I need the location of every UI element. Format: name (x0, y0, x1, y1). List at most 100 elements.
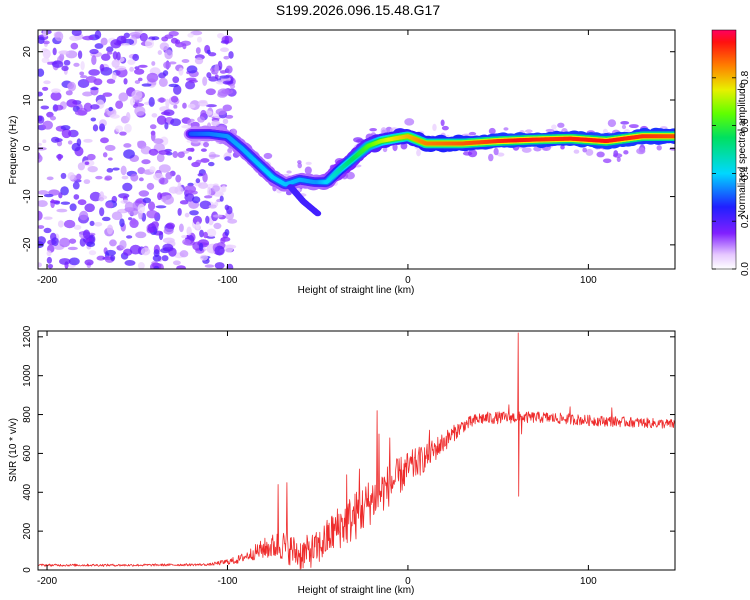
spectrogram-halo-cell (545, 128, 555, 133)
spectrogram-halo-cell (525, 129, 533, 133)
spectrogram-y-ticks: -20 -10 0 10 20 (22, 46, 675, 252)
x-tick-label: 100 (580, 275, 597, 286)
spectrogram-noise-cell (199, 254, 209, 261)
spectrogram-noise-cell (141, 159, 151, 165)
spectrogram-noise-cell (225, 114, 234, 119)
spectrogram-noise-cell (52, 47, 57, 56)
spectrogram-noise-cell (131, 89, 143, 100)
spectrogram-noise-cell (153, 265, 160, 269)
spectrogram-noise-cell (86, 241, 96, 248)
spectrogram-noise-cell (149, 81, 157, 86)
x-tick-label: 0 (405, 576, 411, 587)
spectrogram-noise-cell (189, 210, 199, 216)
spectrogram-noise-cell (38, 190, 49, 195)
spectrogram-noise-cell (100, 137, 109, 144)
spectrogram-noise-cell (172, 150, 178, 158)
colorbar-tick-label: 0.0 (740, 262, 750, 276)
spectrogram-noise-cell (134, 68, 145, 75)
y-tick-label: 20 (22, 46, 33, 58)
spectrogram-noise-cell (151, 113, 158, 118)
spectrogram-halo-cell (467, 149, 478, 158)
spectrogram-noise-cell (199, 229, 204, 238)
spectrogram-noise-cell (87, 165, 98, 173)
spectrogram-noise-cell (214, 262, 225, 269)
spectrogram-noise-cell (203, 141, 210, 148)
spectrogram-noise-cell (66, 99, 78, 108)
spectrogram-noise-cell (89, 220, 95, 227)
x-tick-label: -200 (37, 576, 57, 587)
spectrogram-noise-cell (207, 186, 212, 197)
spectrogram-noise-cell (155, 205, 167, 209)
snr-y-label: SNR (10 * v/v) (8, 418, 19, 482)
spectrogram-noise-cell (179, 250, 189, 258)
spectrogram-noise-cell (79, 71, 85, 76)
x-tick-label: 100 (580, 576, 597, 587)
spectrogram-noise-cell (200, 158, 210, 163)
spectrogram-noise-cell (106, 168, 114, 173)
spectrogram-noise-cell (197, 173, 204, 177)
spectrogram-noise-cell (129, 66, 135, 72)
spectrogram-noise-cell (163, 61, 171, 69)
spectrogram-noise-cell (195, 47, 201, 54)
spectrogram-noise-cell (138, 190, 150, 197)
spectrogram-noise-cell (111, 72, 117, 81)
spectrogram-noise-cell (146, 182, 155, 190)
spectrogram-halo-cell (496, 152, 505, 157)
spectrogram-noise-cell (220, 40, 230, 44)
spectrogram-noise-cell (83, 179, 91, 185)
spectrogram-noise-cell (206, 72, 212, 79)
spectrogram-halo-cell (416, 149, 421, 157)
spectrogram-noise-cell (83, 102, 93, 112)
spectrogram-noise-cell (199, 200, 212, 210)
spectrogram-noise-cell (162, 243, 174, 252)
spectrogram-noise-cell (38, 154, 43, 163)
spectrogram-noise-cell (170, 95, 179, 103)
spectrogram-noise-cell (184, 185, 197, 194)
colorbar-ticks: 0.0 0.2 0.4 0.6 0.8 (712, 70, 750, 276)
spectrogram-noise-cell (157, 192, 162, 201)
spectrogram-halo-cell (441, 125, 449, 131)
spectrogram-noise-cell (54, 138, 63, 142)
spectrogram-halo-cell (557, 122, 565, 128)
spectrogram-noise-cell (88, 69, 100, 76)
spectrogram-noise-cell (137, 262, 145, 269)
spectrogram-halo-cell (304, 166, 312, 175)
spectrogram-noise-cell (108, 106, 114, 112)
spectrogram-noise-cell (205, 104, 217, 108)
spectrogram-noise-cell (137, 203, 146, 214)
spectrogram-noise-cell (158, 177, 169, 185)
spectrogram-noise-cell (61, 65, 69, 72)
x-tick-label: -100 (217, 576, 237, 587)
spectrogram-noise-cell (43, 216, 53, 220)
spectrogram-noise-cell (90, 104, 100, 110)
spectrogram-noise-cell (99, 123, 106, 132)
spectrogram-noise-cell (156, 115, 167, 125)
spectrogram-noise-cell (46, 176, 54, 181)
spectrogram-noise-cell (179, 200, 189, 205)
spectrogram-noise-cell (220, 237, 226, 244)
spectrogram-ridge-cell (672, 134, 675, 139)
spectrogram-noise-cell (91, 55, 97, 66)
spectrogram-noise-cell (112, 51, 118, 60)
spectrogram-noise-cell (38, 68, 45, 77)
spectrogram-halo-cell (551, 124, 557, 130)
y-tick-label: 1000 (22, 364, 33, 387)
spectrogram-marks (38, 30, 675, 269)
spectrogram-noise-cell (181, 59, 190, 64)
spectrogram-noise-cell (42, 86, 49, 91)
spectrogram-noise-cell (172, 76, 180, 84)
spectrogram-y-label: Frequency (Hz) (8, 116, 19, 185)
spectrogram-noise-cell (213, 222, 222, 230)
spectrogram-noise-cell (184, 212, 190, 218)
spectrogram-noise-cell (123, 78, 128, 85)
spectrogram-noise-cell (67, 140, 73, 145)
spectrogram-halo-cell (621, 124, 627, 130)
spectrogram-noise-cell (156, 153, 165, 163)
spectrogram-noise-cell (137, 140, 143, 147)
spectrogram-noise-cell (170, 118, 182, 127)
spectrogram-noise-cell (130, 217, 137, 225)
spectrogram-noise-cell (188, 79, 198, 83)
spectrogram-noise-cell (50, 91, 62, 101)
spectrogram-noise-cell (124, 259, 136, 266)
spectrogram-noise-cell (195, 178, 201, 184)
